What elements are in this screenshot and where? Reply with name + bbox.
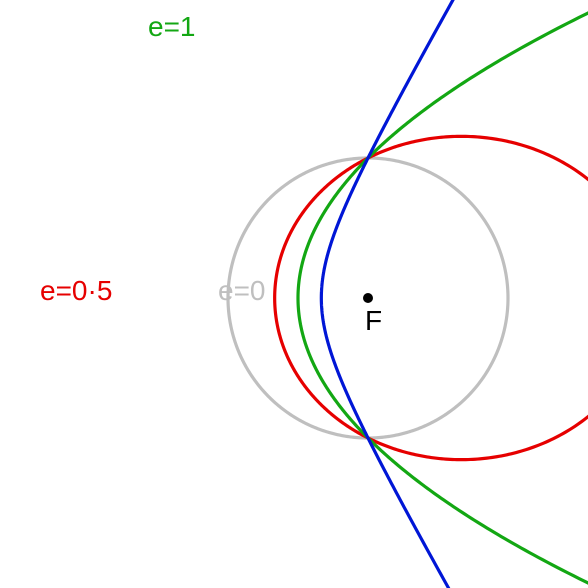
circle-label: e=0 [218,275,266,306]
focus-point [363,293,373,303]
ellipse-label: e=0·5 [40,275,112,306]
parabola-label: e=1 [148,11,196,42]
focus-label: F [365,305,382,336]
